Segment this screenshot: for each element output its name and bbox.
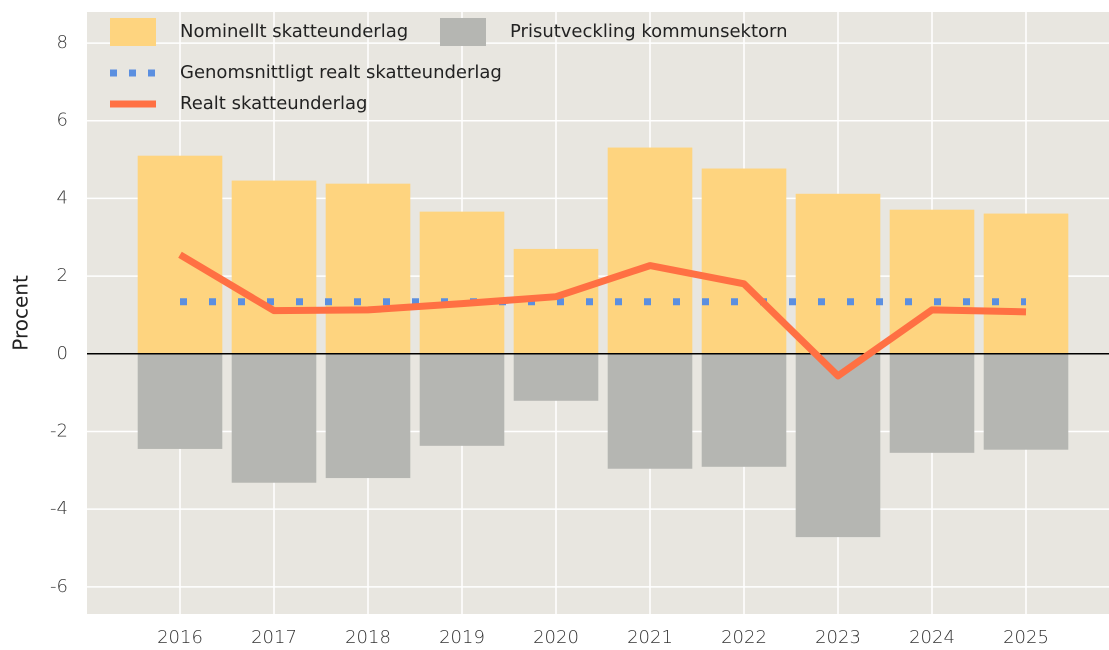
legend-label: Prisutveckling kommunsektorn — [510, 21, 788, 42]
y-tick-label: -4 — [50, 498, 68, 519]
bar — [983, 353, 1069, 450]
bar — [983, 213, 1069, 354]
bar — [325, 183, 411, 354]
legend-label: Nominellt skatteunderlag — [180, 21, 408, 42]
y-tick-label: -6 — [50, 576, 68, 597]
bar — [701, 168, 787, 354]
bar — [795, 193, 881, 354]
bar — [419, 211, 505, 354]
x-tick-label: 2018 — [345, 627, 391, 648]
bar — [607, 147, 693, 354]
bar — [419, 353, 505, 446]
y-tick-label: 0 — [57, 343, 68, 364]
x-tick-label: 2024 — [909, 627, 955, 648]
bar — [889, 353, 975, 453]
bar — [325, 353, 411, 479]
x-tick-label: 2021 — [627, 627, 673, 648]
bar — [231, 180, 317, 354]
bar — [795, 353, 881, 538]
bar — [231, 353, 317, 483]
legend-swatch — [440, 18, 486, 46]
bar — [701, 353, 787, 467]
x-tick-label: 2016 — [157, 627, 203, 648]
legend-label: Realt skatteunderlag — [180, 93, 367, 114]
legend-label: Genomsnittligt realt skatteunderlag — [180, 62, 502, 83]
line — [178, 251, 1027, 380]
bar — [137, 353, 223, 449]
y-tick-label: 4 — [57, 187, 68, 208]
y-tick-label: 6 — [57, 110, 68, 131]
x-tick-label: 2019 — [439, 627, 485, 648]
x-tick-label: 2023 — [815, 627, 861, 648]
x-tick-label: 2017 — [251, 627, 297, 648]
x-tick-label: 2025 — [1003, 627, 1049, 648]
y-tick-label: 2 — [57, 265, 68, 286]
y-axis-label: Procent — [9, 275, 33, 351]
y-tick-label: -2 — [50, 420, 68, 441]
y-tick-label: 8 — [57, 32, 68, 53]
legend-swatch — [110, 18, 156, 46]
x-tick-label: 2020 — [533, 627, 579, 648]
bar — [513, 353, 599, 401]
bar — [607, 353, 693, 469]
x-tick-label: 2022 — [721, 627, 767, 648]
